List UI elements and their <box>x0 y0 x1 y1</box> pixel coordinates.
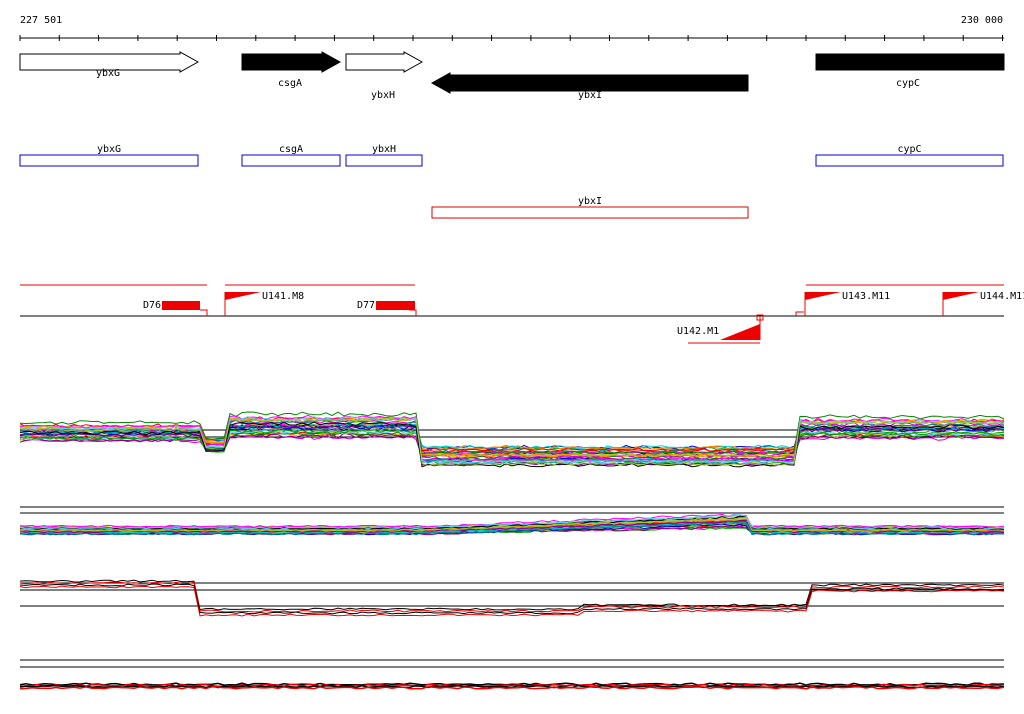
ruler-end: 230 000 <box>961 15 1003 26</box>
gene-arrow <box>19 51 200 73</box>
trace <box>19 683 1005 688</box>
promoter-flag <box>943 292 979 300</box>
cds-box <box>345 154 423 167</box>
gene-label: ybxI <box>578 90 602 101</box>
promoter-flag <box>720 324 760 340</box>
cds-box <box>431 206 749 219</box>
trace <box>19 514 1005 530</box>
ruler-ticks <box>19 35 1003 41</box>
gene-label: cypC <box>896 78 920 89</box>
feature-label: D76 <box>143 300 161 311</box>
deletion <box>376 301 415 310</box>
cds-label: ybxI <box>578 196 602 207</box>
gene-arrow <box>815 53 1005 71</box>
cds-label: ybxH <box>372 144 396 155</box>
feature-label: U144.M11 <box>980 291 1024 302</box>
trace <box>19 432 1005 461</box>
feature-label: D77 <box>357 300 375 311</box>
cds-box <box>19 154 199 167</box>
promoter-flag <box>805 292 841 300</box>
cds-box <box>815 154 1004 167</box>
feature-mark <box>200 309 417 316</box>
promoter-flag <box>225 292 261 300</box>
gene-arrow <box>241 51 342 73</box>
gene-arrow <box>345 51 424 73</box>
trace <box>19 416 1005 464</box>
trace <box>19 585 1005 617</box>
trace <box>19 516 1005 532</box>
feature-mark <box>756 314 764 321</box>
trace <box>19 583 1005 615</box>
feature-label: U142.M1 <box>677 326 719 337</box>
gene-label: ybxH <box>371 90 395 101</box>
feature-label: U143.M11 <box>842 291 890 302</box>
trace <box>19 519 1005 534</box>
trace <box>19 421 1005 468</box>
trace <box>19 521 1005 536</box>
ruler-start: 227 501 <box>20 15 62 26</box>
gene-label: csgA <box>278 78 302 89</box>
cds-label: csgA <box>279 144 303 155</box>
cds-label: ybxG <box>97 144 121 155</box>
trace <box>19 581 1005 613</box>
cds-label: cypC <box>897 144 921 155</box>
trace <box>19 686 1005 690</box>
trace <box>19 579 1005 611</box>
gene-label: ybxG <box>96 68 120 79</box>
trace <box>19 513 1005 528</box>
feature-mark <box>795 311 804 316</box>
gene-arrow <box>430 72 749 94</box>
trace <box>19 417 1005 467</box>
deletion <box>162 301 200 310</box>
feature-label: U141.M8 <box>262 291 304 302</box>
trace <box>19 419 1005 465</box>
trace <box>19 411 1005 455</box>
trace <box>19 423 1005 467</box>
expression-traces <box>19 411 1005 690</box>
cds-box <box>241 154 341 167</box>
